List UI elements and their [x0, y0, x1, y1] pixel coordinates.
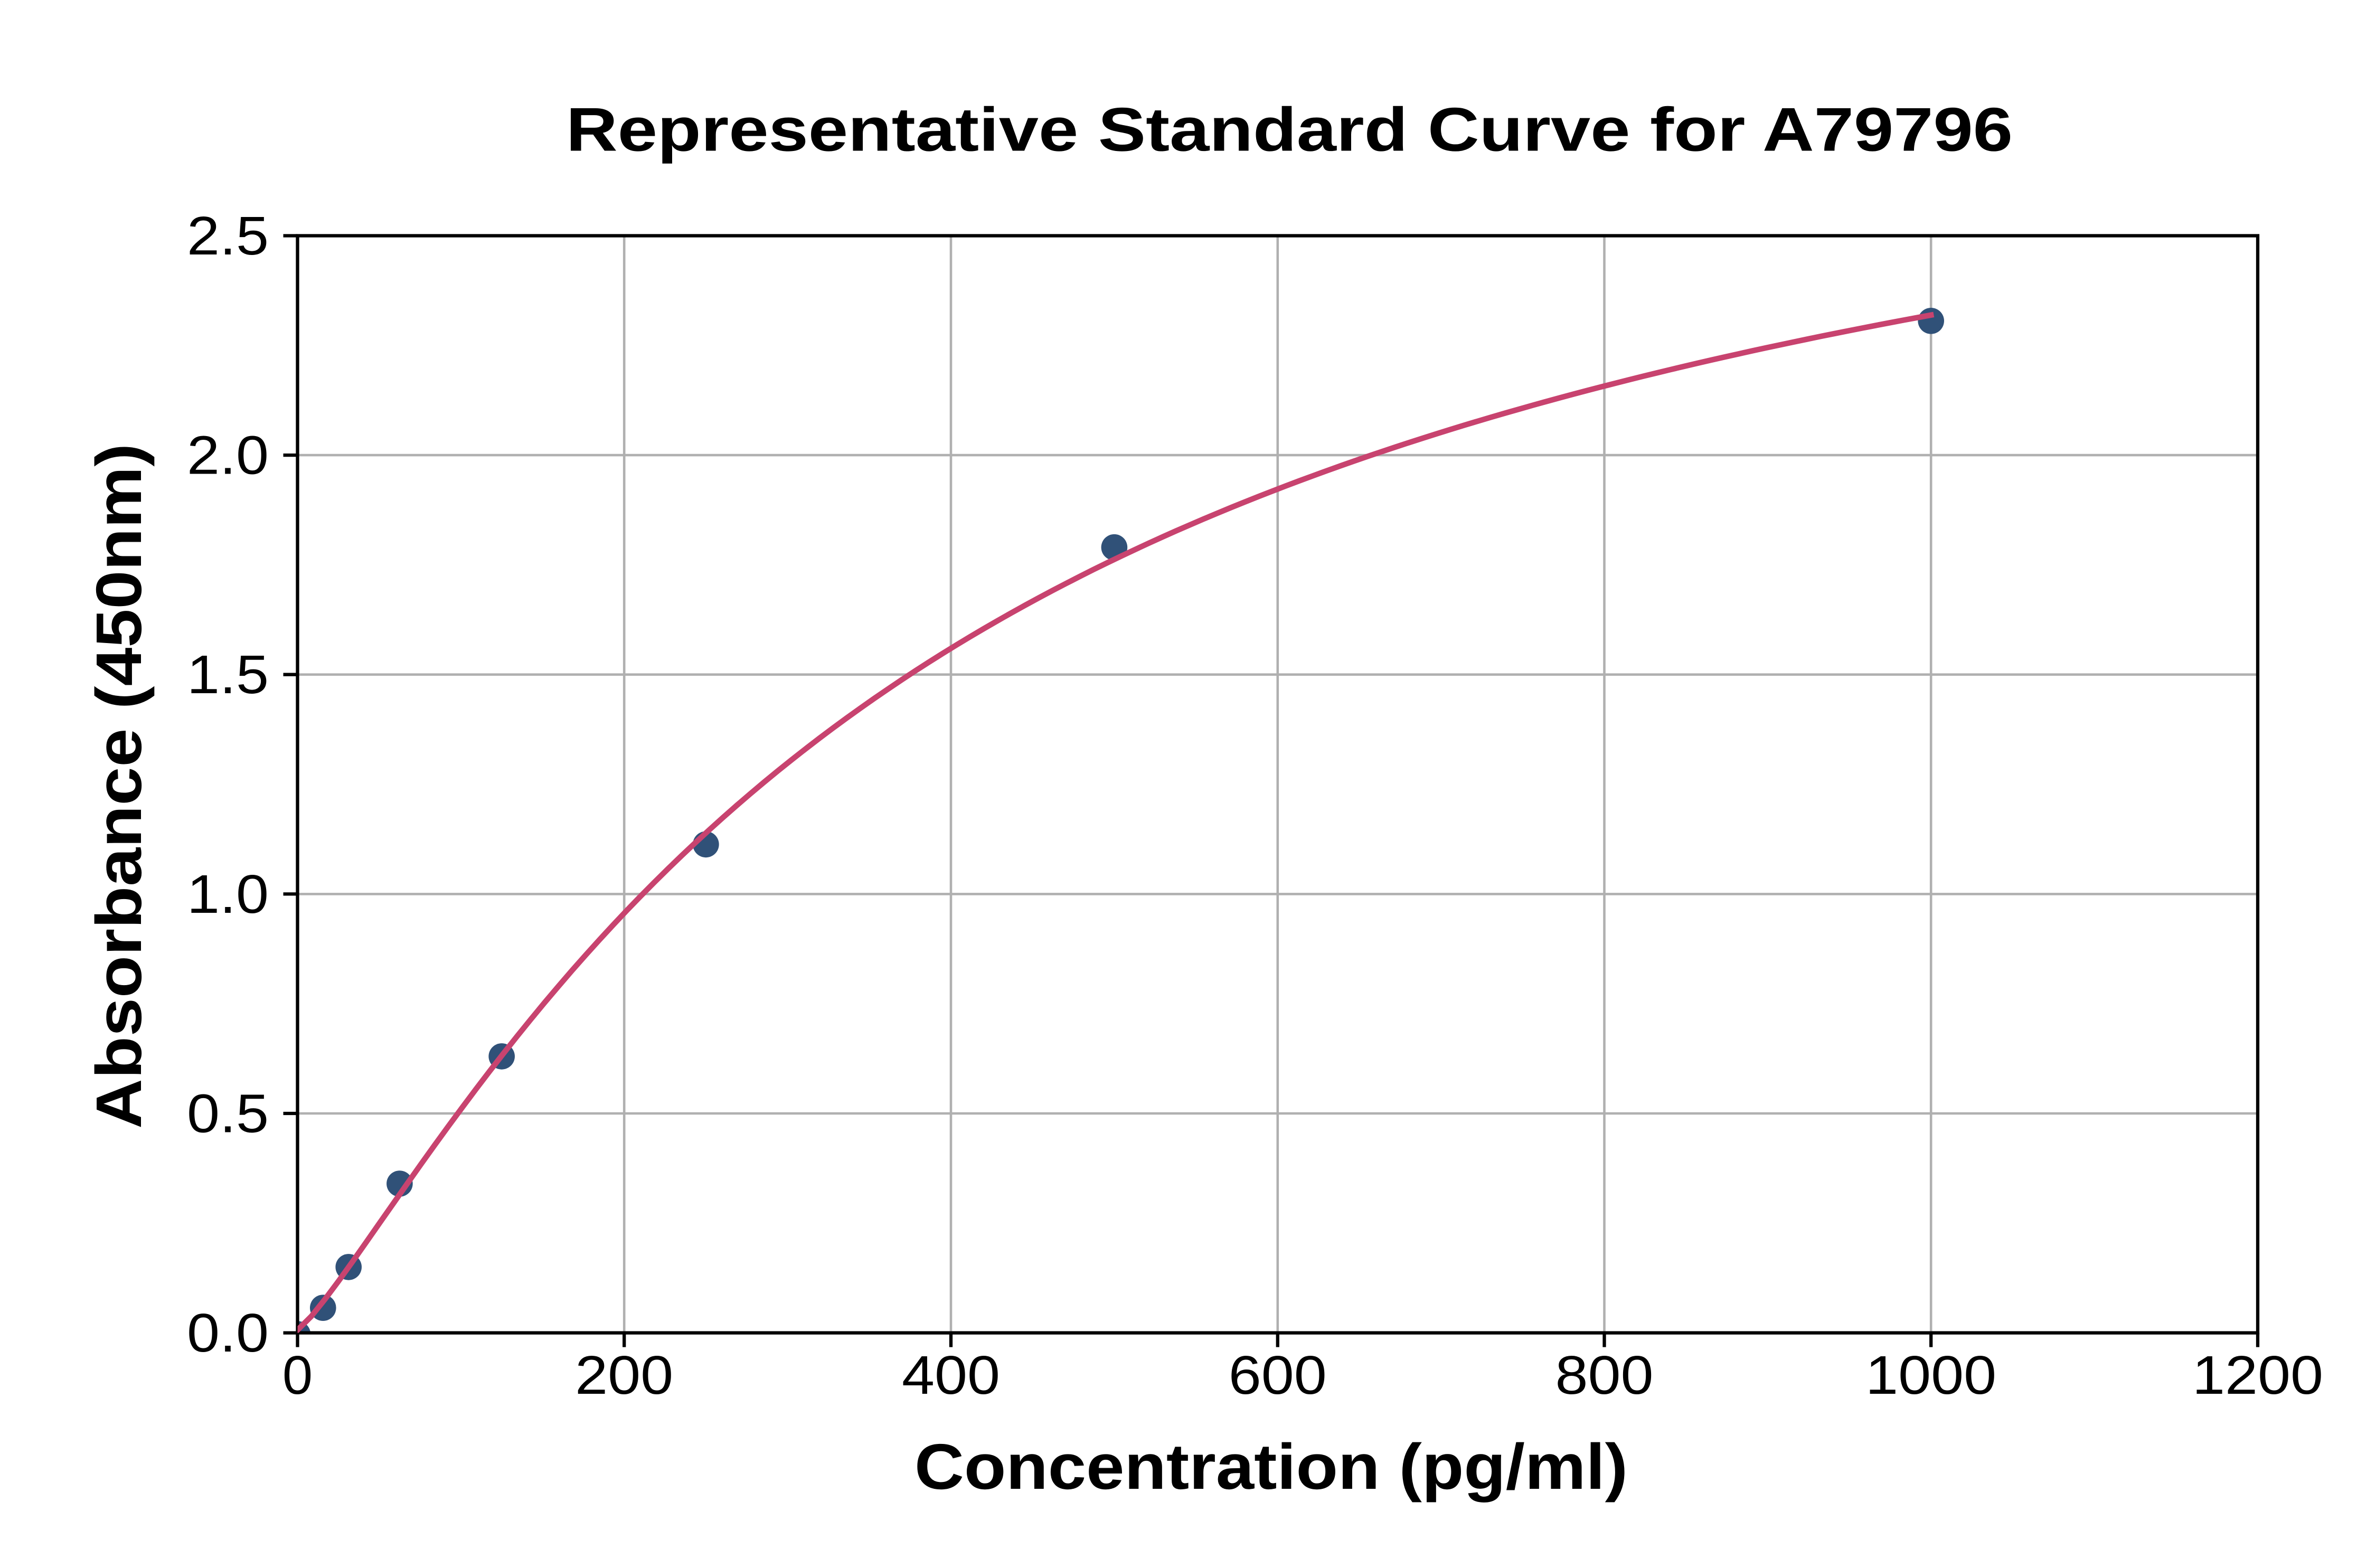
- svg-text:400: 400: [902, 1345, 1000, 1405]
- svg-text:0.5: 0.5: [187, 1083, 269, 1144]
- svg-text:1000: 1000: [1865, 1345, 1996, 1405]
- svg-text:2.5: 2.5: [187, 205, 269, 266]
- svg-text:Representative Standard Curve: Representative Standard Curve for A79796: [566, 95, 2013, 164]
- svg-text:0: 0: [282, 1345, 313, 1405]
- svg-text:1200: 1200: [2192, 1345, 2323, 1405]
- svg-text:2.0: 2.0: [187, 425, 269, 486]
- svg-text:Concentration (pg/ml): Concentration (pg/ml): [914, 1431, 1628, 1503]
- svg-text:600: 600: [1229, 1345, 1327, 1405]
- svg-text:200: 200: [575, 1345, 673, 1405]
- svg-text:1.5: 1.5: [187, 644, 269, 705]
- svg-text:0.0: 0.0: [187, 1302, 269, 1363]
- svg-text:800: 800: [1555, 1345, 1654, 1405]
- svg-text:1.0: 1.0: [187, 864, 269, 924]
- svg-text:Absorbance (450nm): Absorbance (450nm): [83, 443, 155, 1129]
